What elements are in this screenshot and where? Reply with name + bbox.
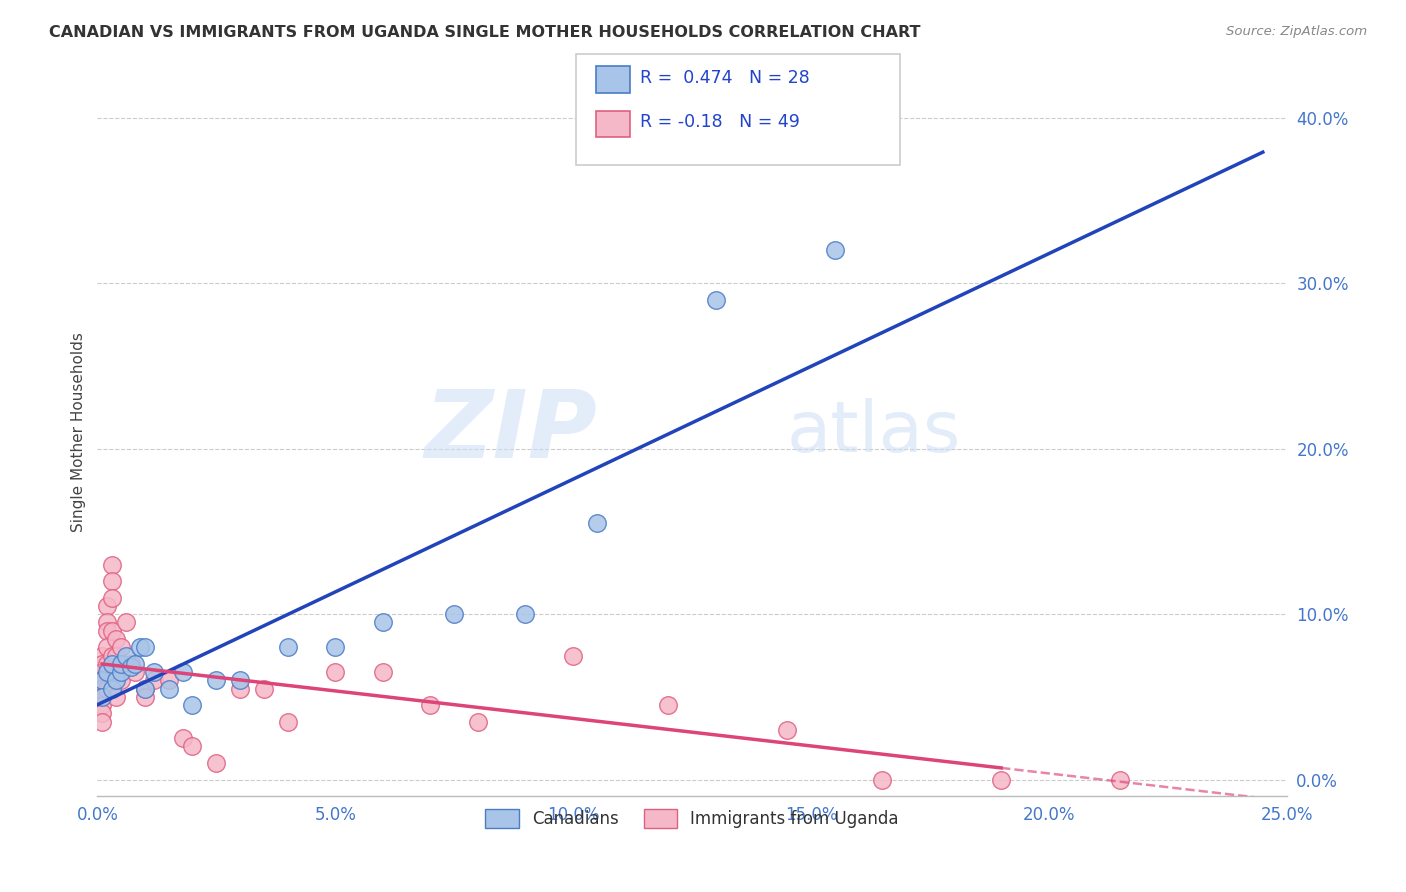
Point bbox=[105, 632, 128, 646]
Point bbox=[585, 516, 607, 531]
Point bbox=[105, 673, 128, 688]
Point bbox=[105, 690, 128, 704]
Point bbox=[96, 615, 118, 630]
Point bbox=[96, 681, 118, 696]
Point bbox=[143, 665, 166, 679]
Point bbox=[91, 648, 114, 663]
Point bbox=[371, 615, 394, 630]
Point bbox=[704, 293, 727, 307]
Point bbox=[91, 673, 114, 688]
Text: R =  0.474   N = 28: R = 0.474 N = 28 bbox=[640, 70, 810, 87]
Point bbox=[134, 640, 156, 655]
Legend: Canadians, Immigrants from Uganda: Canadians, Immigrants from Uganda bbox=[478, 803, 905, 835]
Point bbox=[105, 648, 128, 663]
Point bbox=[100, 574, 122, 588]
Point bbox=[100, 624, 122, 638]
Point bbox=[110, 665, 132, 679]
Point bbox=[562, 648, 585, 663]
Point bbox=[110, 640, 132, 655]
Point bbox=[91, 673, 114, 688]
Point bbox=[824, 244, 846, 258]
Point bbox=[100, 657, 122, 671]
Point bbox=[91, 690, 114, 704]
Point bbox=[124, 665, 146, 679]
Point bbox=[143, 673, 166, 688]
Point bbox=[323, 640, 346, 655]
Point bbox=[277, 714, 299, 729]
Point bbox=[100, 558, 122, 572]
Point bbox=[134, 690, 156, 704]
Text: CANADIAN VS IMMIGRANTS FROM UGANDA SINGLE MOTHER HOUSEHOLDS CORRELATION CHART: CANADIAN VS IMMIGRANTS FROM UGANDA SINGL… bbox=[49, 25, 921, 40]
Point bbox=[181, 698, 204, 713]
Point bbox=[96, 599, 118, 613]
Point bbox=[776, 723, 799, 737]
Point bbox=[515, 607, 537, 622]
Point bbox=[1109, 772, 1132, 787]
Point bbox=[205, 673, 228, 688]
Point bbox=[110, 673, 132, 688]
Point bbox=[115, 615, 138, 630]
Point bbox=[157, 681, 180, 696]
Point bbox=[96, 624, 118, 638]
Point bbox=[157, 673, 180, 688]
Point bbox=[323, 665, 346, 679]
Point bbox=[134, 681, 156, 696]
Point bbox=[115, 648, 138, 663]
Text: R = -0.18   N = 49: R = -0.18 N = 49 bbox=[640, 113, 800, 131]
Point bbox=[229, 681, 252, 696]
Point bbox=[419, 698, 441, 713]
Point bbox=[96, 665, 118, 679]
Point bbox=[91, 706, 114, 721]
Point bbox=[91, 665, 114, 679]
Point bbox=[100, 648, 122, 663]
Y-axis label: Single Mother Households: Single Mother Households bbox=[72, 333, 86, 533]
Point bbox=[371, 665, 394, 679]
Point bbox=[134, 681, 156, 696]
Point bbox=[229, 673, 252, 688]
Text: Source: ZipAtlas.com: Source: ZipAtlas.com bbox=[1226, 25, 1367, 38]
Point bbox=[205, 756, 228, 770]
Point bbox=[91, 714, 114, 729]
Point bbox=[443, 607, 465, 622]
Point bbox=[96, 657, 118, 671]
Point bbox=[870, 772, 893, 787]
Point bbox=[467, 714, 489, 729]
Point bbox=[990, 772, 1012, 787]
Point bbox=[91, 681, 114, 696]
Point bbox=[96, 640, 118, 655]
Point bbox=[253, 681, 276, 696]
Point bbox=[124, 657, 146, 671]
Point bbox=[181, 739, 204, 754]
Point bbox=[100, 681, 122, 696]
Point bbox=[91, 698, 114, 713]
Point bbox=[172, 731, 194, 746]
Point bbox=[110, 657, 132, 671]
Point bbox=[91, 657, 114, 671]
Point bbox=[120, 657, 142, 671]
Point bbox=[105, 665, 128, 679]
Text: atlas: atlas bbox=[787, 398, 962, 467]
Point bbox=[172, 665, 194, 679]
Point bbox=[277, 640, 299, 655]
Point bbox=[91, 690, 114, 704]
Point bbox=[129, 640, 152, 655]
Point bbox=[120, 660, 142, 674]
Point bbox=[657, 698, 679, 713]
Point bbox=[100, 591, 122, 605]
Text: ZIP: ZIP bbox=[425, 386, 596, 478]
